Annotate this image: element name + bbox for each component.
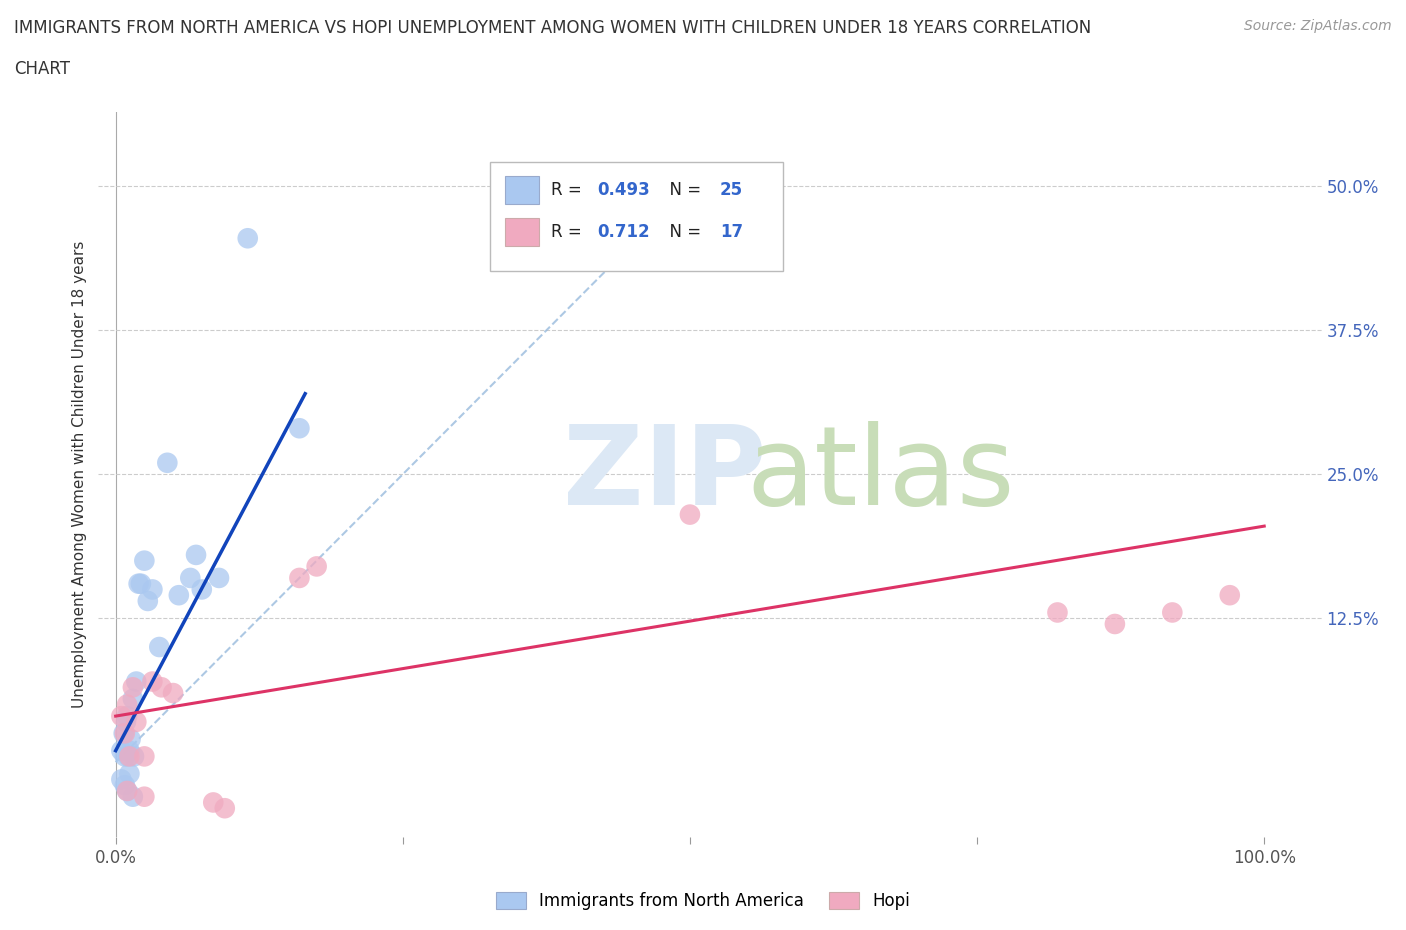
Text: R =: R = (551, 223, 588, 241)
Point (288, 570, 311, 585)
Point (122, 790, 145, 804)
Point (114, 726, 136, 741)
Point (214, 801, 236, 816)
Point (150, 680, 173, 695)
Text: CHART: CHART (14, 60, 70, 78)
Point (156, 456, 179, 471)
Text: Source: ZipAtlas.com: Source: ZipAtlas.com (1244, 19, 1392, 33)
Text: R =: R = (551, 181, 588, 199)
Y-axis label: Unemployment Among Women with Children Under 18 years: Unemployment Among Women with Children U… (72, 241, 87, 708)
Point (179, 570, 201, 585)
Point (129, 577, 152, 591)
Point (1161, 605, 1184, 620)
Point (1104, 617, 1126, 631)
Point (167, 588, 190, 603)
Point (118, 766, 141, 781)
Point (202, 795, 225, 810)
Point (115, 698, 138, 712)
Point (118, 743, 141, 758)
Point (125, 674, 148, 689)
Point (162, 685, 184, 700)
Point (128, 577, 150, 591)
Text: 0.712: 0.712 (598, 223, 650, 241)
Text: 17: 17 (720, 223, 742, 241)
Point (125, 714, 148, 729)
Point (122, 680, 145, 695)
Point (115, 714, 138, 729)
Point (236, 231, 259, 246)
Point (141, 582, 163, 597)
Text: N =: N = (658, 223, 706, 241)
Point (110, 743, 132, 758)
Point (1046, 605, 1069, 620)
Point (118, 749, 141, 764)
Point (120, 732, 142, 747)
Point (134, 553, 156, 568)
Point (305, 559, 328, 574)
Text: 0.493: 0.493 (598, 181, 650, 199)
FancyBboxPatch shape (505, 176, 538, 204)
Point (148, 640, 170, 655)
Point (141, 674, 163, 689)
Point (117, 749, 139, 764)
Legend: Immigrants from North America, Hopi: Immigrants from North America, Hopi (489, 885, 917, 917)
Point (110, 709, 132, 724)
Point (679, 507, 702, 522)
Text: N =: N = (658, 181, 706, 199)
Text: atlas: atlas (747, 420, 1015, 528)
Point (115, 783, 138, 798)
Point (114, 777, 136, 792)
Point (208, 570, 231, 585)
Point (112, 726, 135, 741)
Point (114, 749, 136, 764)
Point (1219, 588, 1241, 603)
Point (184, 548, 207, 563)
Point (288, 420, 311, 435)
Text: ZIP: ZIP (564, 420, 766, 528)
Text: 25: 25 (720, 181, 742, 199)
Point (191, 582, 214, 597)
Point (134, 790, 156, 804)
FancyBboxPatch shape (489, 163, 783, 272)
Text: IMMIGRANTS FROM NORTH AMERICA VS HOPI UNEMPLOYMENT AMONG WOMEN WITH CHILDREN UND: IMMIGRANTS FROM NORTH AMERICA VS HOPI UN… (14, 19, 1091, 36)
Point (136, 593, 159, 608)
Point (115, 783, 138, 798)
Point (110, 772, 132, 787)
FancyBboxPatch shape (505, 219, 538, 246)
Point (134, 749, 156, 764)
Point (115, 709, 138, 724)
Point (122, 749, 145, 764)
Point (122, 691, 145, 706)
